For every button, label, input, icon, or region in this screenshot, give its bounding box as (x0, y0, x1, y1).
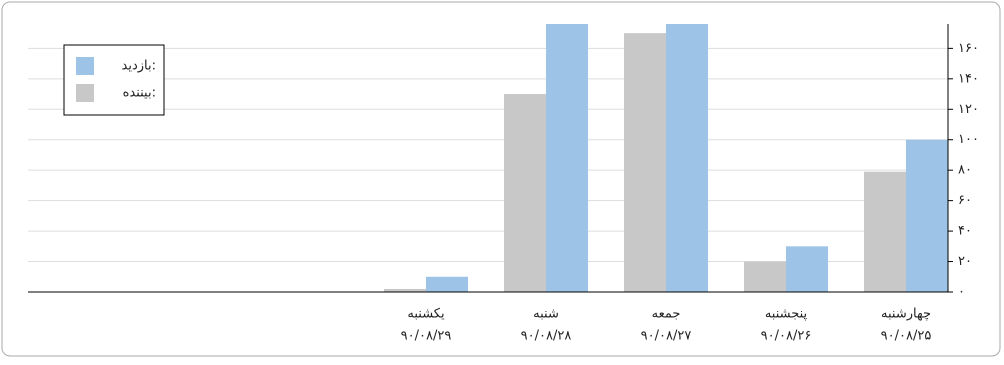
x-tick-label: شنبه (533, 307, 559, 322)
y-tick-label: ۴۰ (958, 224, 972, 239)
y-tick-label: ۶۰ (958, 193, 972, 208)
x-tick-date: ۹۰/۰۸/۲۹ (401, 329, 452, 344)
legend-swatch (76, 57, 94, 75)
bar (906, 139, 948, 292)
bar (384, 288, 426, 292)
y-tick-label: ۱۶۰ (958, 41, 979, 56)
bar (864, 171, 906, 292)
x-tick-label: پنجشنبه (765, 307, 808, 322)
bar (504, 94, 546, 292)
legend-label: بازدید: (122, 59, 156, 74)
x-tick-label: جمعه (652, 307, 681, 322)
bar (426, 276, 468, 292)
bar (624, 33, 666, 293)
y-tick-label: ۰ (958, 285, 965, 300)
legend-box (63, 44, 165, 116)
x-tick-label: چهارشنبه (881, 307, 931, 322)
bar (744, 261, 786, 292)
y-tick-label: ۱۲۰ (958, 102, 979, 117)
x-tick-label: یکشنبه (407, 307, 445, 322)
bar (546, 24, 588, 292)
y-tick-label: ۲۰ (958, 254, 972, 269)
bar (666, 24, 708, 292)
bar (786, 246, 828, 292)
x-tick-date: ۹۰/۰۸/۲۶ (761, 329, 812, 344)
legend-label: بیننده: (123, 86, 156, 101)
y-tick-label: ۸۰ (958, 163, 972, 178)
y-tick-label: ۱۰۰ (958, 132, 979, 147)
x-tick-date: ۹۰/۰۸/۲۸ (521, 329, 572, 344)
legend-swatch (76, 84, 94, 102)
x-tick-date: ۹۰/۰۸/۲۷ (641, 329, 692, 344)
y-tick-label: ۱۴۰ (958, 71, 979, 86)
x-tick-date: ۹۰/۰۸/۲۵ (881, 329, 932, 344)
